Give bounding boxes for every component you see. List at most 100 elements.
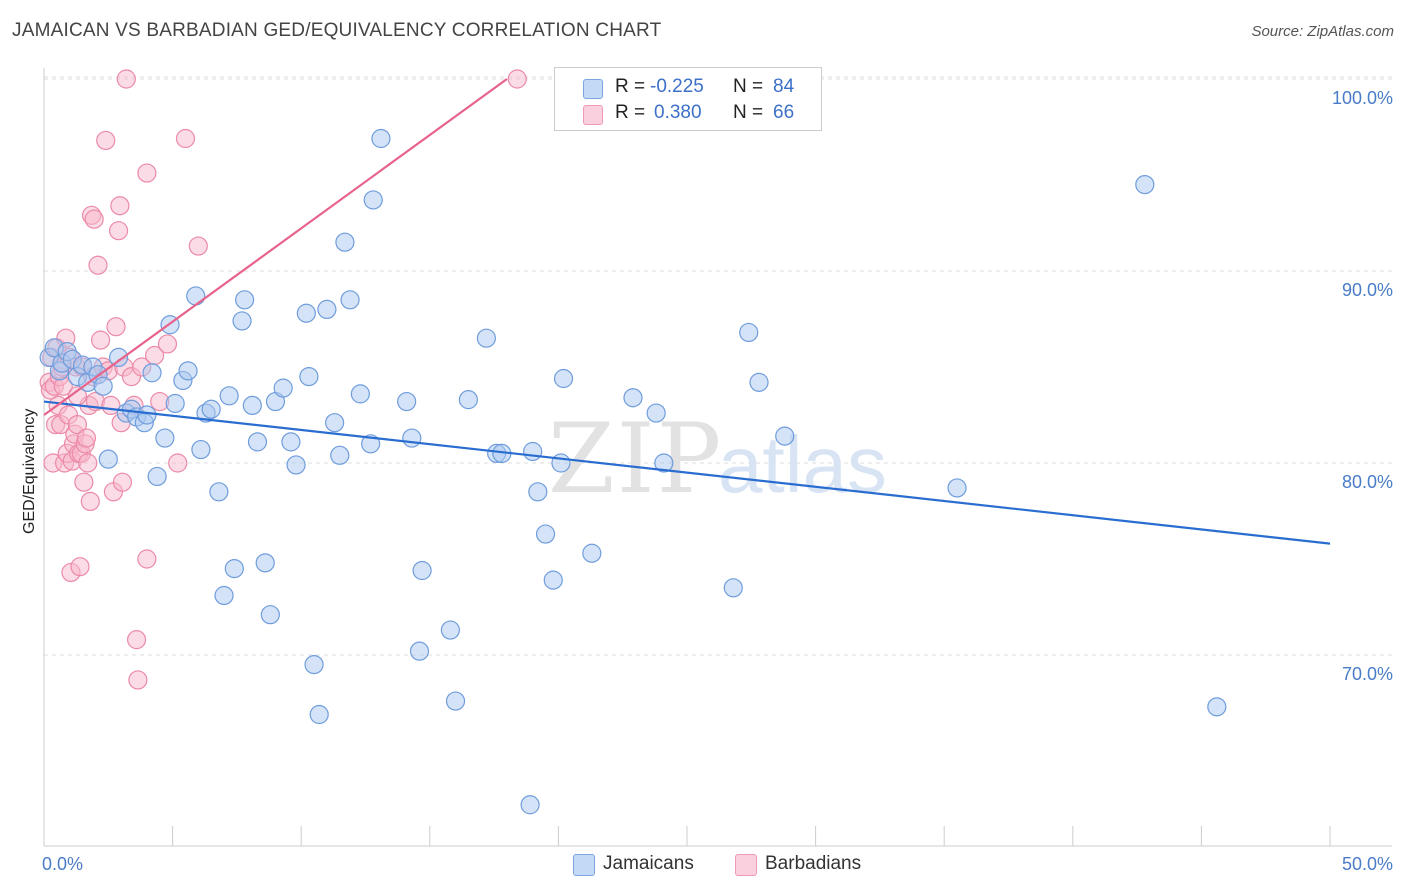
y-tick-label: 90.0% — [1342, 280, 1393, 300]
jamaican-point — [582, 543, 602, 563]
r-label: R = — [615, 76, 646, 97]
jamaican-point — [646, 403, 666, 423]
jamaican-point — [1207, 697, 1227, 717]
jamaican-point — [535, 524, 556, 544]
gridlines — [44, 76, 1392, 656]
jamaican-point — [108, 347, 129, 367]
jamaican-point — [191, 439, 211, 460]
jamaican-point — [155, 428, 175, 448]
watermark-zip: ZIP — [548, 403, 723, 515]
jamaicans-trend-line — [43, 400, 1331, 545]
barbadian-point — [67, 415, 88, 435]
jamaican-point — [281, 432, 301, 452]
jamaican-point — [317, 299, 337, 319]
barbadian-point — [108, 221, 129, 241]
jamaican-point — [178, 361, 198, 381]
barbadian-point — [74, 472, 94, 492]
jamaican-point — [476, 328, 496, 348]
jamaican-point — [242, 395, 262, 415]
jamaican-point — [299, 367, 319, 387]
legend-label-barbadians: Barbadians — [765, 853, 862, 874]
jamaican-point — [340, 290, 360, 310]
barbadian-point — [126, 630, 147, 650]
barbadian-point — [70, 557, 90, 577]
jamaican-point — [296, 303, 316, 323]
barbadians-swatch — [735, 854, 757, 876]
jamaicans-swatch — [573, 854, 595, 876]
jamaican-point — [273, 378, 293, 398]
barbadian-point — [116, 69, 136, 89]
jamaicans-swatch — [583, 79, 603, 99]
barbadian-point — [106, 317, 126, 337]
x-tick-label: 50.0% — [1342, 854, 1393, 874]
jamaican-point — [137, 405, 157, 425]
jamaican-point — [551, 453, 571, 473]
barbadian-point — [80, 491, 100, 511]
n-value: 66 — [773, 102, 795, 123]
source-label: Source: ZipAtlas.com — [1251, 23, 1394, 40]
jamaican-point — [371, 128, 391, 149]
axes — [43, 68, 1392, 847]
jamaican-point — [412, 560, 432, 581]
jamaican-point — [235, 290, 255, 310]
n-label: N = — [733, 76, 764, 97]
r-value: -0.225 — [650, 76, 704, 97]
y-axis-title: GED/Equivalency — [21, 409, 38, 534]
jamaican-point — [209, 482, 229, 502]
legend-label-jamaicans: Jamaicans — [603, 853, 694, 874]
jamaican-point — [553, 368, 574, 389]
barbadian-point — [168, 453, 188, 473]
jamaican-point — [165, 393, 185, 414]
jamaican-point — [775, 426, 795, 446]
jamaican-point — [739, 322, 759, 343]
jamaican-point — [523, 441, 543, 462]
jamaican-point — [98, 449, 118, 469]
y-tick-label: 100.0% — [1332, 88, 1393, 108]
barbadian-point — [84, 209, 104, 229]
barbadian-point — [157, 334, 178, 354]
jamaican-point — [458, 390, 478, 410]
tick-labels: 70.0% 80.0% 90.0% 100.0% 0.0% 50.0% — [42, 88, 1393, 874]
jamaican-point — [286, 455, 306, 475]
barbadian-point — [137, 549, 157, 569]
n-label: N = — [733, 102, 764, 123]
jamaican-point — [402, 428, 422, 448]
jamaican-point — [445, 691, 466, 711]
jamaican-point — [260, 605, 280, 625]
barbadian-point — [110, 196, 130, 216]
barbadians-trend-line — [43, 78, 508, 416]
barbadian-point — [88, 255, 108, 275]
jamaican-point — [93, 376, 113, 396]
jamaican-point — [520, 795, 540, 815]
jamaican-point — [654, 453, 674, 473]
jamaican-point — [623, 388, 643, 408]
barbadian-point — [507, 69, 527, 89]
y-tick-label: 70.0% — [1342, 664, 1393, 684]
jamaican-point — [147, 466, 167, 487]
jamaican-point — [528, 482, 548, 502]
jamaican-point — [749, 372, 769, 392]
jamaican-point — [304, 654, 324, 675]
jamaican-point — [409, 641, 430, 661]
y-tick-label: 80.0% — [1342, 472, 1393, 492]
barbadian-point — [112, 472, 133, 492]
barbadian-point — [128, 670, 148, 690]
n-value: 84 — [773, 76, 795, 97]
jamaican-point — [309, 704, 329, 725]
trend-lines — [43, 78, 1331, 545]
jamaican-point — [224, 558, 244, 579]
jamaican-point — [543, 570, 563, 590]
watermark: ZIP atlas — [548, 403, 887, 515]
jamaican-point — [255, 553, 275, 573]
barbadian-point — [137, 163, 157, 183]
barbadian-point — [90, 330, 111, 350]
jamaican-point — [219, 386, 239, 406]
barbadian-point — [96, 130, 116, 151]
jamaican-point — [361, 434, 381, 454]
jamaican-point — [947, 478, 967, 498]
jamaican-point — [397, 391, 417, 412]
jamaican-point — [335, 232, 355, 252]
barbadians-swatch — [583, 105, 603, 125]
r-label: R = — [615, 102, 646, 123]
